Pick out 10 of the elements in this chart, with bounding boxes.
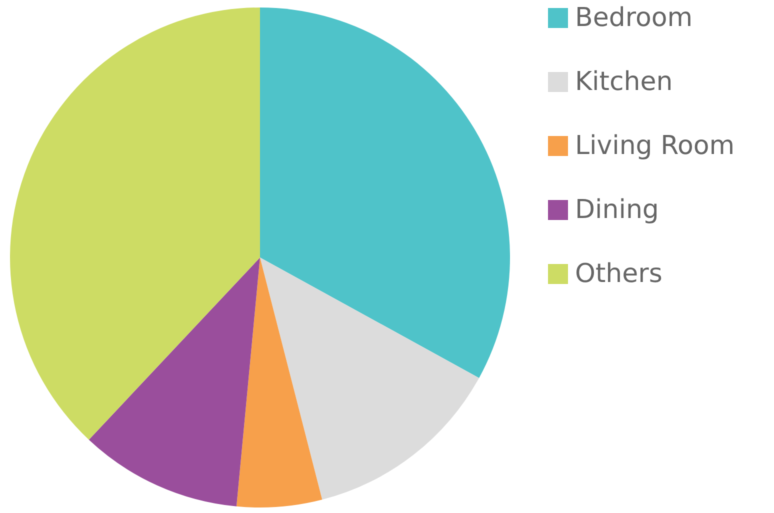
pie-slice: [260, 8, 510, 378]
legend-label: Bedroom: [575, 3, 693, 33]
legend-label: Dining: [575, 195, 659, 225]
legend-label: Living Room: [575, 131, 735, 161]
legend-label: Kitchen: [575, 67, 673, 97]
pie-slice: [260, 258, 480, 500]
legend-label: Others: [575, 259, 662, 289]
pie-slice: [236, 258, 322, 508]
pie-slice: [10, 8, 260, 440]
pie-slice: [88, 258, 260, 506]
